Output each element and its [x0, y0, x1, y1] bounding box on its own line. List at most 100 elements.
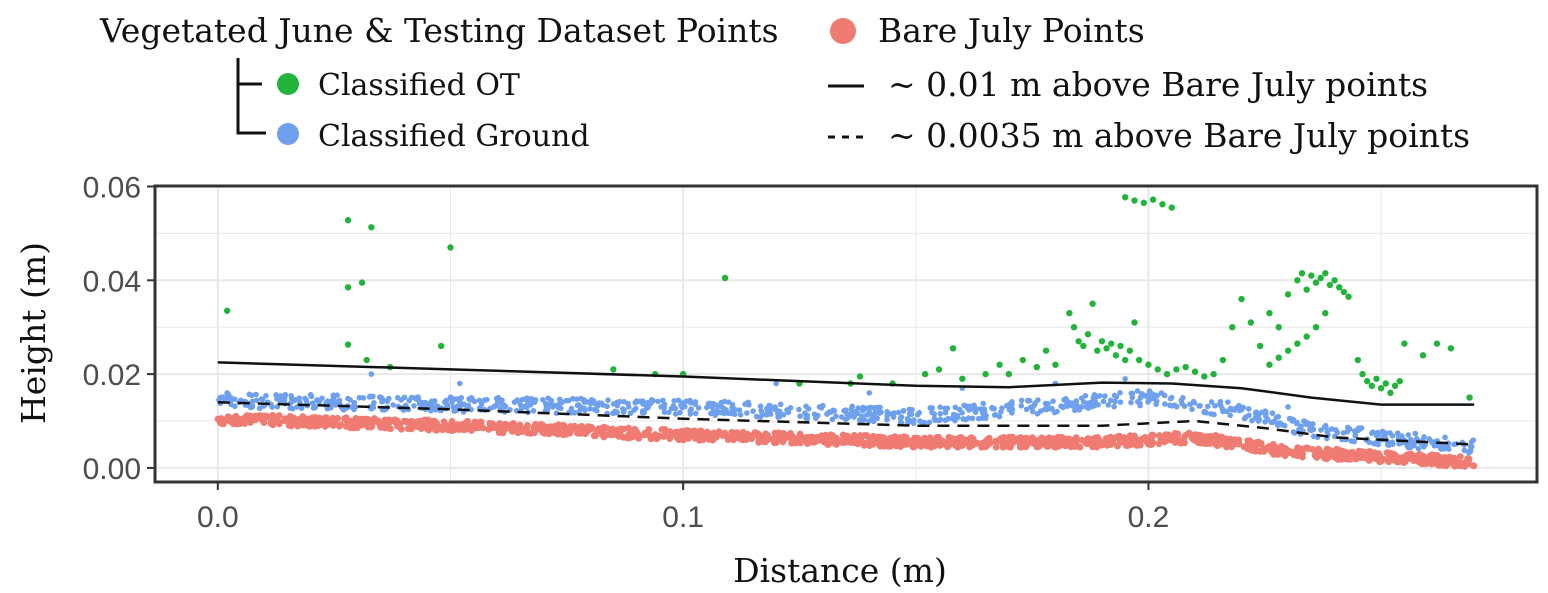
point-classified-ground	[1249, 417, 1255, 424]
point-classified-ground	[274, 404, 281, 410]
point-classified-ground	[1227, 405, 1234, 412]
point-bare-july	[1214, 442, 1221, 450]
point-bare-july	[506, 422, 514, 429]
point-bare-july	[286, 417, 294, 424]
point-classified-ground	[1197, 402, 1203, 409]
point-bare-july	[1369, 454, 1377, 462]
point-bare-july	[314, 418, 322, 426]
point-bare-july	[781, 435, 789, 442]
point-classified-ot	[1191, 368, 1199, 375]
point-classified-ground	[829, 416, 836, 423]
point-classified-ground	[1223, 408, 1230, 415]
point-classified-ot	[1094, 347, 1101, 354]
point-classified-ground	[802, 410, 808, 416]
point-classified-ground	[1285, 404, 1291, 410]
point-classified-ot	[1368, 382, 1376, 390]
point-classified-ot	[856, 373, 864, 380]
point-classified-ground	[451, 396, 458, 402]
point-classified-ground	[884, 409, 890, 415]
point-classified-ground	[625, 400, 631, 407]
point-classified-ground	[368, 371, 375, 377]
point-classified-ground	[263, 393, 269, 399]
point-classified-ground	[874, 415, 880, 422]
point-bare-july	[699, 431, 706, 439]
point-classified-ground	[1107, 397, 1114, 404]
point-bare-july	[1016, 443, 1024, 451]
point-classified-ground	[610, 410, 616, 417]
point-classified-ground	[1277, 420, 1284, 427]
point-classified-ot	[1140, 199, 1148, 207]
point-classified-ground	[1208, 399, 1215, 405]
point-bare-july	[841, 439, 849, 446]
x-axis-label: Distance (m)	[733, 551, 947, 590]
point-classified-ot	[447, 244, 454, 251]
point-classified-ot	[1266, 361, 1273, 368]
point-bare-july	[1461, 462, 1469, 470]
point-bare-july	[1159, 437, 1167, 445]
point-classified-ground	[1168, 394, 1175, 401]
point-classified-ot	[1294, 277, 1301, 284]
point-classified-ground	[457, 399, 463, 406]
point-classified-ground	[1242, 414, 1249, 420]
point-bare-july	[1022, 443, 1030, 451]
point-bare-july	[653, 434, 661, 442]
point-classified-ground	[1050, 398, 1056, 404]
point-bare-july	[808, 433, 816, 441]
point-classified-ground	[544, 407, 551, 413]
point-bare-july	[692, 433, 699, 441]
point-bare-july	[1218, 433, 1226, 441]
point-bare-july	[787, 430, 794, 437]
point-classified-ground	[864, 411, 870, 418]
legend-label-dashed-line: ~ 0.0035 m above Bare July points	[888, 116, 1470, 155]
point-classified-ground	[1018, 402, 1025, 409]
point-classified-ot	[1322, 309, 1329, 317]
point-classified-ground	[432, 406, 439, 413]
point-classified-ot	[610, 366, 617, 373]
point-classified-ot	[1354, 356, 1362, 364]
point-bare-july	[718, 431, 726, 439]
point-bare-july	[1345, 455, 1353, 462]
point-classified-ground	[1129, 390, 1136, 397]
point-bare-july	[1056, 442, 1064, 450]
point-bare-july	[274, 418, 281, 426]
point-bare-july	[870, 435, 878, 443]
point-classified-ground	[1137, 400, 1143, 406]
point-classified-ground	[314, 397, 320, 404]
point-classified-ground	[366, 394, 373, 400]
point-classified-ground	[248, 392, 255, 399]
legend-marker-classified-ground	[277, 123, 299, 145]
point-classified-ground	[695, 405, 702, 411]
point-classified-ground	[1217, 398, 1224, 405]
point-classified-ground	[451, 408, 457, 414]
point-classified-ground	[937, 410, 944, 417]
point-classified-ground	[1092, 401, 1099, 407]
point-classified-ground	[328, 399, 335, 405]
point-bare-july	[1262, 445, 1270, 452]
point-classified-ground	[820, 402, 826, 409]
point-classified-ground	[1189, 406, 1195, 413]
point-classified-ground	[942, 409, 949, 416]
point-bare-july	[517, 424, 525, 432]
point-classified-ground	[1147, 392, 1154, 398]
point-classified-ot	[1070, 323, 1078, 331]
legend: Vegetated June & Testing Dataset Points …	[99, 11, 1470, 155]
point-classified-ground	[766, 402, 773, 409]
point-bare-july	[1078, 436, 1086, 444]
point-bare-july	[573, 425, 580, 432]
point-classified-ot	[1298, 270, 1306, 277]
point-classified-ground	[1111, 392, 1118, 399]
point-classified-ground	[1009, 398, 1015, 405]
point-classified-ground	[1212, 402, 1218, 409]
point-classified-ground	[869, 415, 875, 422]
point-classified-ground	[1171, 402, 1178, 409]
point-classified-ground	[1096, 392, 1103, 399]
point-bare-july	[737, 431, 745, 439]
point-classified-ground	[256, 405, 263, 412]
point-classified-ground	[1018, 397, 1025, 404]
point-classified-ot	[1033, 363, 1040, 371]
point-classified-ground	[1032, 400, 1038, 407]
point-classified-ground	[964, 404, 971, 411]
point-classified-ground	[645, 404, 651, 411]
legend-bracket	[236, 58, 266, 135]
point-bare-july	[827, 431, 835, 439]
